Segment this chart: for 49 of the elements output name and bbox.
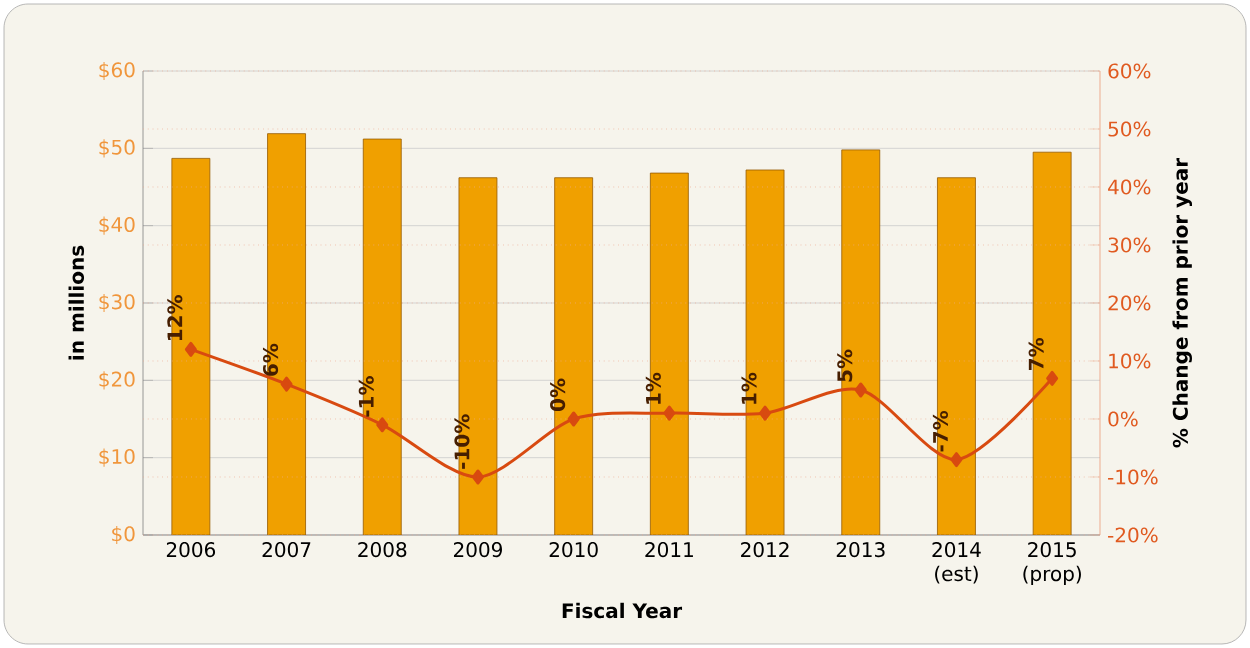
y-tick-label: $50 [99,139,135,158]
x-tick-label: 2007 [262,542,311,558]
y2-tick-label: 20% [1108,295,1151,311]
point [376,417,389,433]
x-tick-label: 2013 [836,542,885,558]
y-tick-label: $40 [99,216,135,235]
data-label: 6% [262,343,279,376]
x-tick-label: 2006 [166,542,216,558]
y-tick-label: $30 [99,293,135,313]
y-tick-label: $60 [99,61,135,81]
y-tick-label: $0 [112,525,135,545]
point [184,341,197,357]
y2-tick-label: -20% [1108,527,1158,543]
y2-tick-label: 0% [1108,411,1138,427]
x-tick-label: 2014 (est) [932,542,981,584]
y2-tick-label: 40% [1108,179,1151,195]
data-label: -7% [932,410,949,452]
point [471,469,484,485]
y2-tick-label: 60% [1108,63,1151,79]
x-axis-title: Fiscal Year [562,602,683,619]
x-tick-label: 2015 (prop) [1023,542,1081,586]
point [950,452,963,468]
data-label: 1% [741,372,757,404]
point [663,405,676,421]
y2-tick-label: 30% [1108,237,1151,253]
data-label: 1% [645,372,661,404]
point [854,382,867,398]
y2-tick-label: 10% [1109,353,1151,369]
y2-tick-label: 50% [1108,121,1151,137]
y2-tick-label: -10% [1108,469,1158,485]
data-label: -10% [454,414,470,469]
x-tick-label: 2012 [741,542,789,558]
y-tick-label: $10 [99,448,135,467]
x-tick-label: 2011 [645,542,693,558]
data-label: 0% [550,378,566,411]
y-tick-label: $20 [99,371,135,390]
point [759,405,772,421]
x-tick-label: 2009 [453,542,502,558]
y2-axis-title: % Change from prior year [1172,157,1192,448]
x-tick-label: 2008 [358,542,407,558]
point [280,376,293,392]
data-label: 7% [1028,337,1044,370]
point [567,411,580,427]
data-label: 5% [837,349,853,382]
data-label: -1% [358,376,374,417]
y-axis-title: in millions [68,245,85,360]
data-label: 12% [167,295,183,341]
point [1046,370,1059,386]
x-tick-label: 2010 [549,542,598,558]
